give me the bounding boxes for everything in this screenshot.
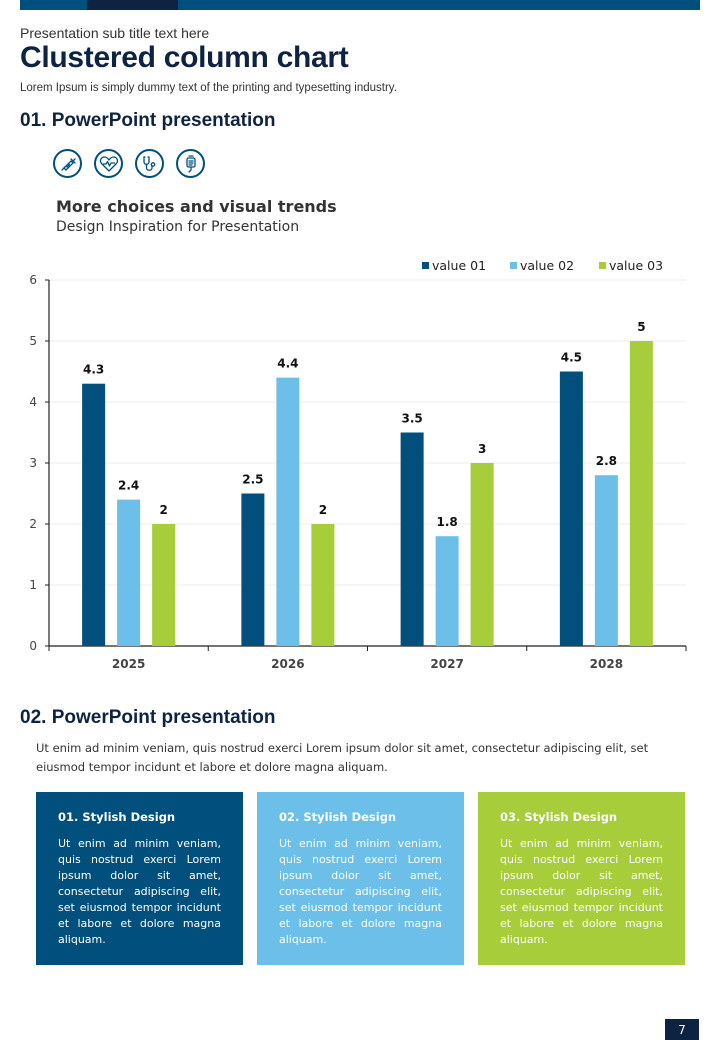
- data-label: 2: [159, 503, 167, 517]
- feature-cards: 01. Stylish Design Ut enim ad minim veni…: [36, 792, 685, 965]
- y-tick-label: 4: [29, 395, 37, 409]
- bar-value-01-2027: [400, 432, 424, 646]
- data-label: 2.8: [596, 454, 617, 468]
- bar-value-02-2028: [594, 475, 618, 646]
- icon-row: [53, 149, 205, 178]
- card-title: 03. Stylish Design: [500, 810, 618, 824]
- bar-value-02-2027: [435, 536, 459, 646]
- y-tick-label: 3: [29, 456, 37, 470]
- data-label: 4.3: [83, 363, 104, 377]
- bar-value-03-2025: [152, 524, 176, 646]
- top-accent-segment: [87, 0, 178, 10]
- card-body: Ut enim ad minim veniam, quis nostrud ex…: [58, 837, 221, 946]
- bar-value-03-2028: [629, 341, 653, 646]
- data-label: 4.4: [277, 357, 298, 371]
- legend-label: value 01: [432, 258, 486, 273]
- feature-card-2: 02. Stylish Design Ut enim ad minim veni…: [257, 792, 464, 965]
- chart-subtitle: Design Inspiration for Presentation: [56, 219, 300, 235]
- section-2-paragraph: Ut enim ad minim veniam, quis nostrud ex…: [36, 741, 649, 774]
- section-1-heading: 01. PowerPoint presentation: [20, 110, 276, 131]
- bar-value-01-2025: [82, 383, 106, 646]
- x-tick-label: 2027: [430, 657, 463, 671]
- page-title: Clustered column chart: [20, 41, 349, 74]
- data-label: 3.5: [401, 412, 422, 426]
- data-label: 4.5: [561, 351, 582, 365]
- data-label: 2.4: [118, 479, 139, 493]
- y-tick-label: 2: [29, 517, 37, 531]
- chart-title: More choices and visual trends: [56, 197, 337, 216]
- stethoscope-icon: [135, 149, 164, 178]
- top-accent-bar: [20, 0, 700, 10]
- iv-bag-icon: [176, 149, 205, 178]
- y-tick-label: 1: [29, 578, 37, 592]
- heart-pulse-icon: [94, 149, 123, 178]
- clustered-column-chart: 0 1 2 3 4 5 6 2025 4.3 2.4 2 2026 2.5 4.4 2 2027 3.5 1.8 3…: [29, 258, 687, 671]
- bar-value-02-2026: [276, 377, 300, 646]
- y-tick-label: 6: [29, 273, 37, 287]
- data-label: 2.5: [242, 473, 263, 487]
- legend-swatch: [599, 262, 606, 269]
- y-tick-label: 0: [29, 639, 37, 653]
- legend-swatch: [422, 262, 429, 269]
- lead-text: Lorem Ipsum is simply dummy text of the …: [20, 82, 397, 94]
- x-tick-label: 2028: [590, 657, 623, 671]
- bar-value-03-2026: [311, 524, 335, 646]
- page-number: 7: [665, 1019, 699, 1040]
- data-label: 3: [478, 442, 486, 456]
- x-tick-label: 2026: [271, 657, 304, 671]
- bar-value-03-2027: [470, 463, 494, 646]
- syringe-icon: [53, 149, 82, 178]
- bar-value-01-2026: [241, 493, 265, 646]
- card-body: Ut enim ad minim veniam, quis nostrud ex…: [279, 837, 442, 946]
- bar-value-02-2025: [117, 499, 141, 646]
- bar-value-01-2028: [559, 371, 583, 646]
- y-tick-label: 5: [29, 334, 37, 348]
- legend-label: value 02: [520, 258, 574, 273]
- presentation-subtitle: Presentation sub title text here: [20, 25, 210, 41]
- chart-header: More choices and visual trends Design In…: [56, 197, 337, 235]
- x-tick-label: 2025: [112, 657, 145, 671]
- section-2-heading: 02. PowerPoint presentation: [20, 707, 276, 728]
- data-label: 2: [319, 503, 327, 517]
- data-label: 5: [637, 320, 645, 334]
- feature-card-1: 01. Stylish Design Ut enim ad minim veni…: [36, 792, 243, 965]
- card-title: 02. Stylish Design: [279, 810, 397, 824]
- legend-label: value 03: [609, 258, 663, 273]
- card-body: Ut enim ad minim veniam, quis nostrud ex…: [500, 837, 663, 946]
- card-title: 01. Stylish Design: [58, 810, 176, 824]
- feature-card-3: 03. Stylish Design Ut enim ad minim veni…: [478, 792, 685, 965]
- data-label: 1.8: [436, 515, 457, 529]
- legend-swatch: [510, 262, 517, 269]
